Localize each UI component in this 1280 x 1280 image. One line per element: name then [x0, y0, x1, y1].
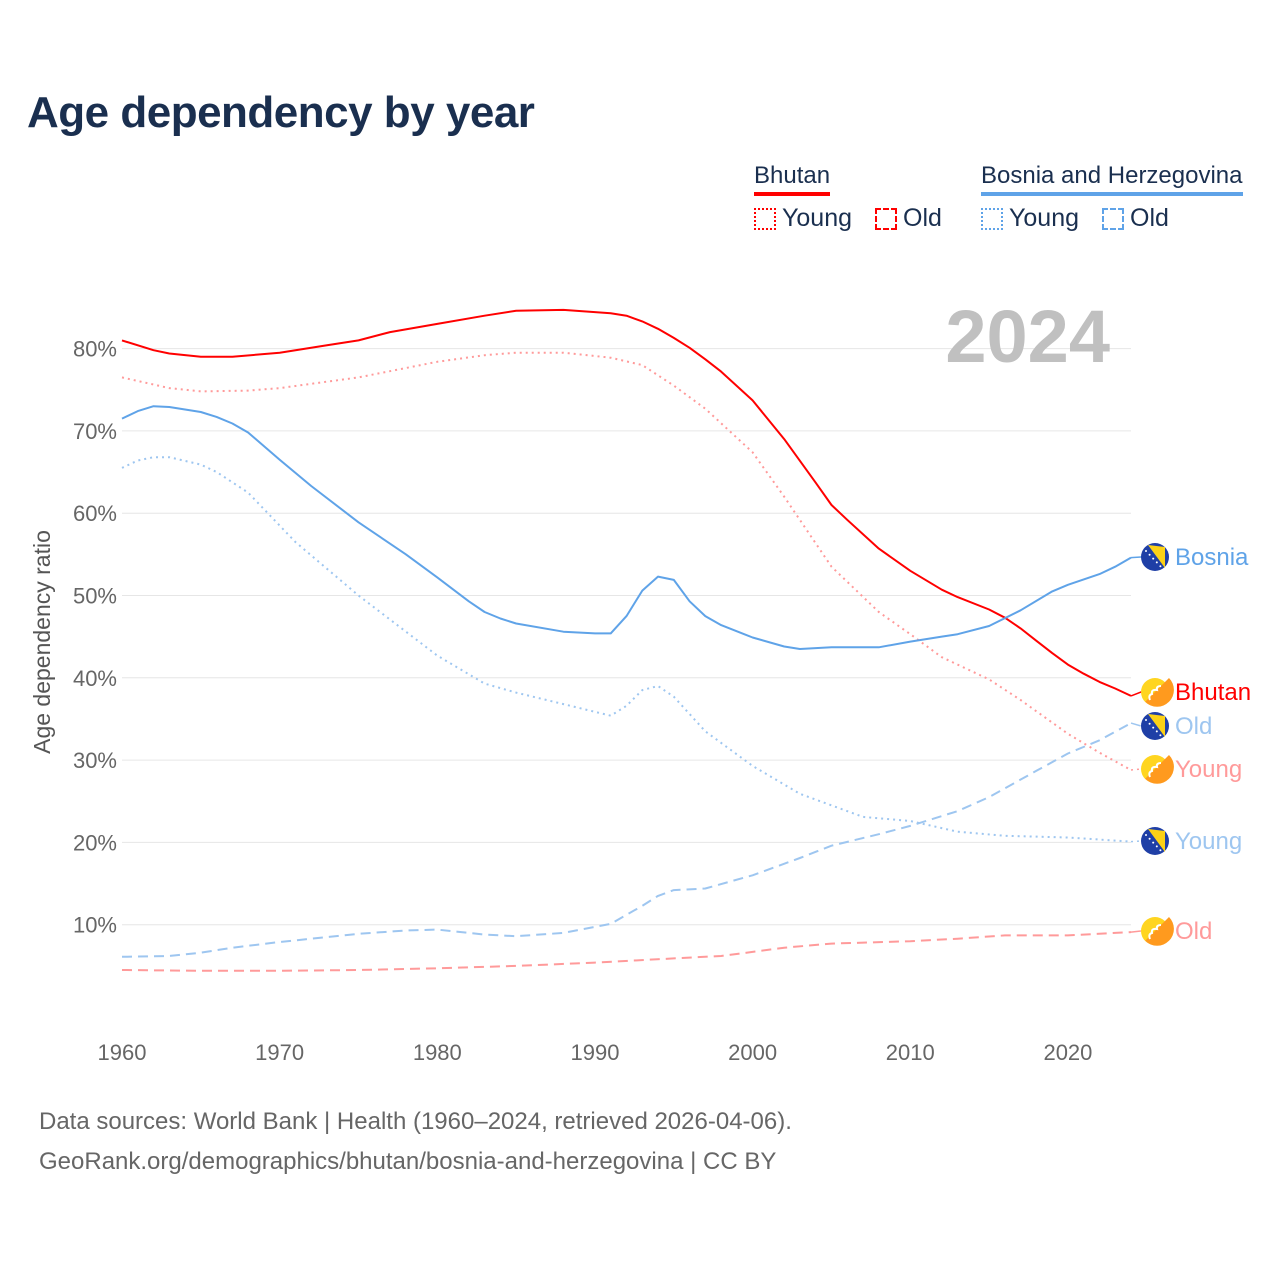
end-connector [1130, 722, 1142, 727]
chart-title: Age dependency by year [27, 88, 535, 137]
y-tick-label: 10% [73, 913, 117, 938]
legend-bosnia-young[interactable]: Young [981, 204, 1079, 233]
legend-label: Young [1009, 204, 1079, 232]
x-tick-label: 1990 [570, 1040, 619, 1065]
y-tick-label: 70% [73, 419, 117, 444]
legend-bosnia[interactable]: Bosnia and Herzegovina [981, 162, 1243, 196]
end-label-bt_young: Young [1175, 756, 1242, 783]
x-tick-label: 1970 [255, 1040, 304, 1065]
y-tick-label: 40% [73, 666, 117, 691]
bosnia-flag-icon [1141, 712, 1169, 740]
x-tick-label: 2000 [728, 1040, 777, 1065]
bhutan-flag-icon [1141, 917, 1174, 946]
end-label-bt_total: Bhutan [1175, 679, 1251, 706]
end-label-ba_total: Bosnia [1175, 544, 1249, 571]
y-tick-label: 50% [73, 584, 117, 609]
end-label-ba_old: Old [1175, 713, 1212, 740]
legend-label: Old [1130, 204, 1169, 232]
end-connector [1130, 691, 1142, 697]
source-text: Data sources: World Bank | Health (1960–… [39, 1108, 792, 1135]
y-tick-label: 30% [73, 748, 117, 773]
x-tick-label: 1980 [413, 1040, 462, 1065]
y-axis-label: Age dependency ratio [29, 530, 55, 754]
x-tick-label: 2020 [1043, 1040, 1092, 1065]
legend-bhutan-old[interactable]: Old [875, 204, 942, 233]
series-line-ba_young[interactable] [121, 456, 1132, 843]
y-tick-label: 20% [73, 830, 117, 855]
legend-bosnia-old[interactable]: Old [1102, 204, 1169, 233]
legend-label: Old [903, 204, 942, 232]
series-line-bt_young[interactable] [121, 351, 1132, 771]
dotted-swatch-icon [754, 207, 776, 230]
bosnia-flag-icon [1141, 543, 1169, 571]
end-connector [1130, 930, 1142, 933]
dotted-swatch-icon [981, 207, 1003, 230]
legend-bhutan-young[interactable]: Young [754, 204, 852, 233]
end-label-ba_young: Young [1175, 828, 1242, 855]
end-connector [1130, 556, 1142, 559]
year-watermark: 2024 [945, 295, 1110, 378]
bosnia-flag-icon [1141, 827, 1169, 855]
legend-bhutan[interactable]: Bhutan [754, 162, 831, 196]
series-line-bt_old[interactable] [121, 931, 1132, 972]
end-label-bt_old: Old [1175, 918, 1212, 945]
source-url[interactable]: GeoRank.org/demographics/bhutan/bosnia-a… [39, 1148, 777, 1175]
bhutan-flag-icon [1141, 755, 1174, 784]
series-line-ba_total[interactable] [121, 405, 1132, 650]
dashed-swatch-icon [1102, 207, 1124, 230]
x-tick-label: 2010 [886, 1040, 935, 1065]
y-tick-label: 60% [73, 501, 117, 526]
x-tick-label: 1960 [98, 1040, 147, 1065]
y-tick-label: 80% [73, 337, 117, 362]
dashed-swatch-icon [875, 207, 897, 230]
series-line-ba_old[interactable] [121, 722, 1132, 958]
bhutan-flag-icon [1141, 678, 1174, 707]
legend-label: Young [782, 204, 852, 232]
end-connector [1130, 840, 1142, 843]
end-connector [1130, 768, 1142, 771]
series-line-bt_total[interactable] [121, 308, 1132, 697]
